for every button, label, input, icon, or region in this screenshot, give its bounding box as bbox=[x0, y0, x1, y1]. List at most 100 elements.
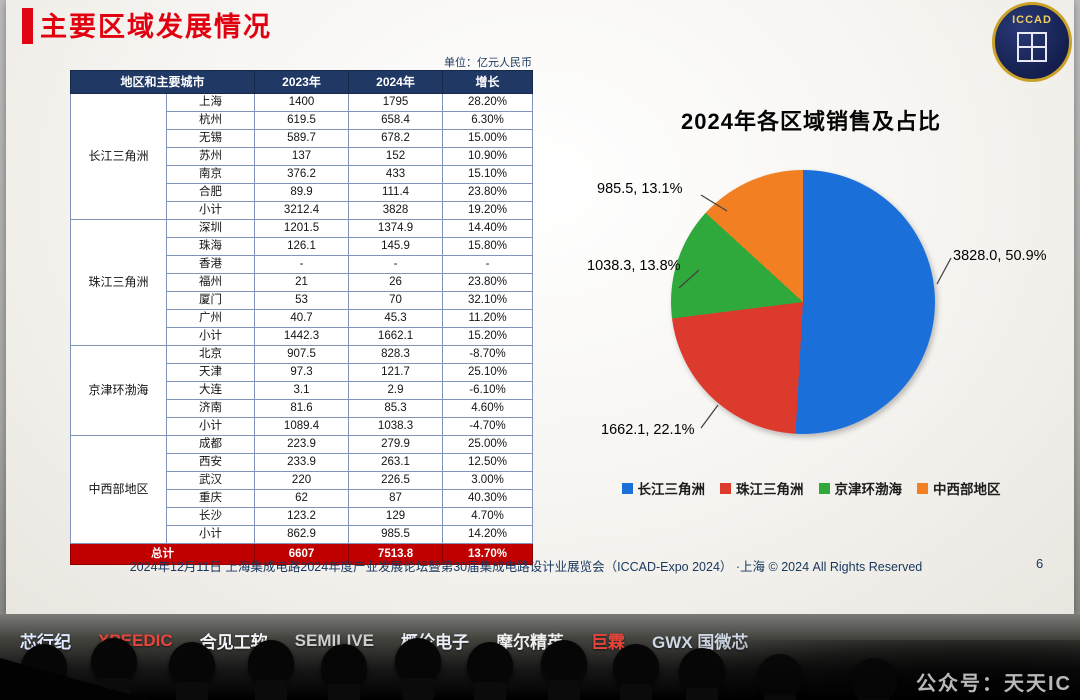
region-cell: 京津环渤海 bbox=[70, 345, 167, 436]
value-cell: 3.1 bbox=[254, 381, 350, 400]
value-cell: 907.5 bbox=[254, 345, 350, 364]
unit-label: 单位：亿元人民币 bbox=[444, 57, 532, 69]
table-row: 南京 376.2 433 15.10% bbox=[71, 165, 534, 184]
table-row: 苏州 137 152 10.90% bbox=[71, 147, 534, 166]
city-cell: 小计 bbox=[165, 201, 256, 220]
value-cell: -4.70% bbox=[442, 417, 534, 436]
city-cell: 小计 bbox=[165, 417, 256, 436]
value-cell: - bbox=[348, 255, 444, 274]
col-header-2024: 2024年 bbox=[348, 70, 444, 94]
iccad-logo-text: ICCAD bbox=[1012, 14, 1052, 26]
value-cell: 25.00% bbox=[442, 435, 534, 454]
value-cell: 81.6 bbox=[254, 399, 350, 418]
value-cell: 152 bbox=[348, 147, 444, 166]
value-cell: 1374.9 bbox=[348, 219, 444, 238]
city-cell: 天津 bbox=[165, 363, 256, 382]
table-row: 香港 - - - bbox=[71, 255, 534, 274]
legend-label: 中西部地区 bbox=[933, 482, 1001, 497]
stage-light-icon bbox=[756, 654, 804, 700]
city-cell: 西安 bbox=[165, 453, 256, 472]
stage-light-icon bbox=[466, 642, 514, 700]
value-cell: 226.5 bbox=[348, 471, 444, 490]
value-cell: 1442.3 bbox=[254, 327, 350, 346]
value-cell: 658.4 bbox=[348, 111, 444, 130]
stage-light-icon bbox=[540, 640, 588, 700]
value-cell: 23.80% bbox=[442, 183, 534, 202]
city-cell: 福州 bbox=[165, 273, 256, 292]
legend-swatch bbox=[621, 482, 633, 494]
city-cell: 武汉 bbox=[165, 471, 256, 490]
value-cell: 145.9 bbox=[348, 237, 444, 256]
table-row: 大连 3.1 2.9 -6.10% bbox=[71, 381, 534, 400]
value-cell: 828.3 bbox=[348, 345, 444, 364]
legend-label: 珠江三角洲 bbox=[736, 482, 804, 497]
col-header-region: 地区和主要城市 bbox=[69, 70, 256, 94]
value-cell: 40.30% bbox=[442, 489, 534, 508]
table-row: 小计 3212.4 3828 19.20% bbox=[71, 201, 534, 220]
value-cell: 137 bbox=[254, 147, 350, 166]
value-cell: 3212.4 bbox=[254, 201, 350, 220]
table-row: 天津 97.3 121.7 25.10% bbox=[71, 363, 534, 382]
value-cell: 10.90% bbox=[442, 147, 534, 166]
table-row: 济南 81.6 85.3 4.60% bbox=[71, 399, 534, 418]
pie bbox=[671, 170, 935, 434]
iccad-logo: ICCAD bbox=[992, 2, 1072, 82]
value-cell: 985.5 bbox=[348, 525, 444, 544]
city-cell: 小计 bbox=[165, 327, 256, 346]
value-cell: 62 bbox=[254, 489, 350, 508]
value-cell: 85.3 bbox=[348, 399, 444, 418]
city-cell: 合肥 bbox=[165, 183, 256, 202]
total-2023-cell: 6607 bbox=[254, 543, 350, 565]
city-cell: 珠海 bbox=[165, 237, 256, 256]
value-cell: 26 bbox=[348, 273, 444, 292]
footer-text: 2024年12月11日 上海集成电路2024年度产业发展论坛暨第30届集成电路设… bbox=[129, 560, 923, 574]
value-cell: - bbox=[254, 255, 350, 274]
table-row: 小计 1089.4 1038.3 -4.70% bbox=[71, 417, 534, 436]
city-cell: 杭州 bbox=[165, 111, 256, 130]
legend-item: 中西部地区 bbox=[917, 478, 1001, 498]
total-2024-cell: 7513.8 bbox=[348, 543, 444, 565]
value-cell: 15.80% bbox=[442, 237, 534, 256]
city-cell: 小计 bbox=[165, 525, 256, 544]
table-row: 广州 40.7 45.3 11.20% bbox=[71, 309, 534, 328]
city-cell: 苏州 bbox=[165, 147, 256, 166]
city-cell: 上海 bbox=[165, 93, 256, 112]
region-cell: 珠江三角洲 bbox=[70, 219, 167, 346]
value-cell: 97.3 bbox=[254, 363, 350, 382]
value-cell: 45.3 bbox=[348, 309, 444, 328]
legend-item: 长江三角洲 bbox=[621, 478, 705, 498]
value-cell: 123.2 bbox=[254, 507, 350, 526]
value-cell: 126.1 bbox=[254, 237, 350, 256]
value-cell: 70 bbox=[348, 291, 444, 310]
city-cell: 广州 bbox=[165, 309, 256, 328]
table-row: 合肥 89.9 111.4 23.80% bbox=[71, 183, 534, 202]
table-row: 厦门 53 70 32.10% bbox=[71, 291, 534, 310]
value-cell: 87 bbox=[348, 489, 444, 508]
city-cell: 深圳 bbox=[165, 219, 256, 238]
region-table: 地区和主要城市 2023年 2024年 增长 长江三角洲 上海 1400 1795 28… bbox=[69, 70, 534, 565]
header-row: 地区和主要城市 2023年 2024年 增长 bbox=[69, 70, 534, 94]
stage-light-icon bbox=[850, 658, 898, 700]
value-cell: 1201.5 bbox=[254, 219, 350, 238]
legend-swatch bbox=[720, 482, 731, 494]
value-cell: 15.20% bbox=[442, 327, 534, 346]
col-header-growth: 增长 bbox=[442, 70, 534, 94]
stage-light-icon bbox=[394, 638, 442, 700]
city-cell: 无锡 bbox=[165, 129, 256, 148]
legend-label: 京津环渤海 bbox=[834, 482, 903, 497]
table-row: 西安 233.9 263.1 12.50% bbox=[71, 453, 534, 472]
value-cell: 15.00% bbox=[442, 129, 534, 148]
value-cell: 1400 bbox=[254, 93, 350, 112]
page-number: 6 bbox=[1036, 556, 1044, 571]
legend-swatch bbox=[917, 482, 928, 494]
value-cell: 2.9 bbox=[348, 381, 444, 400]
value-cell: 1089.4 bbox=[254, 417, 350, 436]
table-row: 重庆 62 87 40.30% bbox=[71, 489, 534, 508]
table-row: 珠海 126.1 145.9 15.80% bbox=[71, 237, 534, 256]
page-title: 主要区域发展情况 bbox=[40, 12, 272, 42]
stage-light-icon bbox=[678, 648, 726, 700]
title-accent-bar bbox=[22, 8, 33, 44]
value-cell: -8.70% bbox=[442, 345, 534, 364]
label-central: 985.5, 13.1% bbox=[597, 181, 683, 197]
